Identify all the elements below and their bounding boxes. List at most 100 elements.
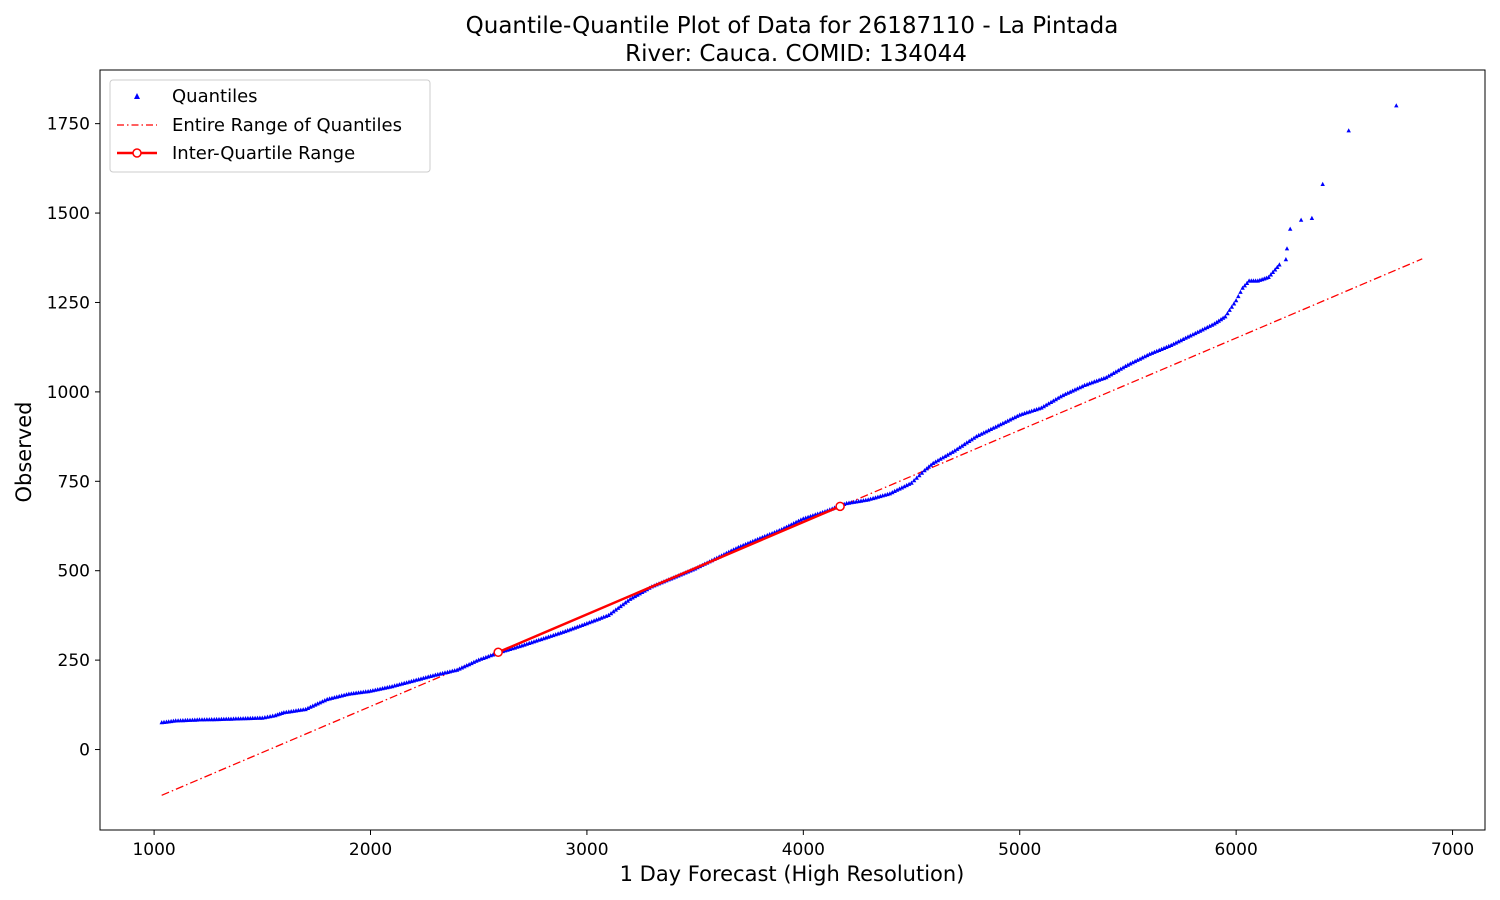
quantile-point <box>305 705 311 710</box>
quantile-point <box>981 430 986 435</box>
quantile-point <box>976 432 981 437</box>
y-tick-label: 1000 <box>47 383 90 403</box>
quantile-point <box>940 455 945 460</box>
quantile-point <box>1005 418 1010 423</box>
quantile-point <box>322 698 327 703</box>
legend: Quantiles Entire Range of Quantiles Inte… <box>109 79 431 173</box>
quantile-point <box>303 706 308 712</box>
iqr-endpoint <box>493 647 503 657</box>
quantile-point <box>1000 420 1006 426</box>
quantile-point <box>616 605 621 610</box>
quantile-point <box>1118 366 1123 371</box>
quantile-point <box>1120 365 1126 370</box>
quantile-point <box>947 451 953 456</box>
x-tick-label: 7000 <box>1431 840 1474 860</box>
quantile-point <box>1140 355 1145 360</box>
legend-marker-quantiles <box>134 93 140 99</box>
quantile-point <box>1113 369 1119 374</box>
quantile-point <box>902 484 907 489</box>
quantile-point <box>457 666 462 671</box>
quantile-point <box>1015 413 1020 418</box>
quantile-point <box>1111 370 1116 375</box>
y-tick-label: 750 <box>58 472 90 492</box>
quantile-point <box>969 437 974 442</box>
x-tick-label: 3000 <box>565 840 608 860</box>
quantile-point <box>1216 318 1221 323</box>
legend-label-iqr: Inter-Quartile Range <box>172 143 355 164</box>
quantile-point <box>793 519 799 524</box>
quantile-point <box>1104 375 1109 380</box>
quantile-point <box>1048 399 1054 404</box>
quantile-point <box>1130 360 1135 365</box>
quantile-point <box>1039 405 1044 410</box>
quantile-point <box>1200 327 1205 332</box>
quantile-point <box>1056 395 1061 400</box>
quantile-point <box>1132 358 1138 364</box>
quantile-point <box>313 702 318 707</box>
quantile-point <box>892 488 897 493</box>
quantile-point <box>606 612 611 617</box>
quantile-point <box>1080 384 1085 389</box>
x-tick-label: 5000 <box>998 840 1041 860</box>
quantile-point <box>1003 419 1008 424</box>
quantile-point <box>1277 262 1282 267</box>
quantile-point <box>317 700 323 705</box>
quantile-points <box>159 103 1399 725</box>
quantile-point <box>1240 285 1245 290</box>
quantile-point <box>315 701 320 706</box>
quantile-point <box>974 434 979 439</box>
quantile-point <box>909 480 914 485</box>
quantile-point <box>1284 246 1290 251</box>
quantile-point <box>1044 402 1049 407</box>
quantile-point <box>466 662 472 667</box>
quantile-point <box>1202 326 1208 331</box>
quantile-point <box>945 452 950 457</box>
quantile-point <box>1142 354 1147 359</box>
quantile-point <box>1185 334 1191 339</box>
legend-label-entire-range: Entire Range of Quantiles <box>172 115 402 136</box>
quantile-point <box>608 611 614 616</box>
quantile-point <box>1197 328 1203 333</box>
y-tick-label: 1500 <box>47 204 90 224</box>
quantile-point <box>943 453 948 459</box>
quantile-point <box>931 460 936 465</box>
quantile-point <box>890 490 895 495</box>
quantile-point <box>1181 336 1186 341</box>
quantile-point <box>1227 307 1232 312</box>
quantile-point <box>1298 217 1304 222</box>
legend-label-quantiles: Quantiles <box>172 86 258 107</box>
quantile-point <box>1233 298 1239 303</box>
quantile-point <box>904 482 909 488</box>
quantile-point <box>979 431 984 436</box>
quantile-point <box>1214 319 1219 325</box>
quantile-point <box>1193 330 1198 336</box>
y-tick-label: 1750 <box>47 115 90 135</box>
x-tick-label: 6000 <box>1215 840 1258 860</box>
quantile-point <box>1209 322 1215 327</box>
y-axis-label: Observed <box>12 401 36 502</box>
quantile-point <box>952 448 957 453</box>
quantile-point <box>1207 323 1212 328</box>
quantile-point <box>1010 416 1015 421</box>
quantile-point <box>988 426 994 431</box>
quantile-point <box>1169 342 1174 347</box>
quantile-point <box>1041 404 1046 409</box>
quantile-point <box>1236 293 1241 299</box>
quantile-point <box>1106 373 1111 378</box>
chart-title: Quantile-Quantile Plot of Data for 26187… <box>466 13 1119 39</box>
quantile-point <box>1116 368 1121 373</box>
quantile-point <box>1288 226 1293 231</box>
quantile-point <box>1188 333 1193 338</box>
quantile-point <box>1077 385 1082 390</box>
quantile-point <box>1195 329 1200 334</box>
quantile-point <box>1183 335 1188 340</box>
quantile-point <box>955 446 960 451</box>
quantile-point <box>308 704 313 709</box>
quantile-point <box>1283 257 1289 262</box>
legend-marker-iqr <box>132 148 142 158</box>
quantile-point <box>897 486 902 491</box>
quantile-point <box>986 428 991 433</box>
quantile-point <box>919 470 925 475</box>
quantile-point <box>454 667 460 672</box>
quantile-point <box>1270 269 1276 274</box>
